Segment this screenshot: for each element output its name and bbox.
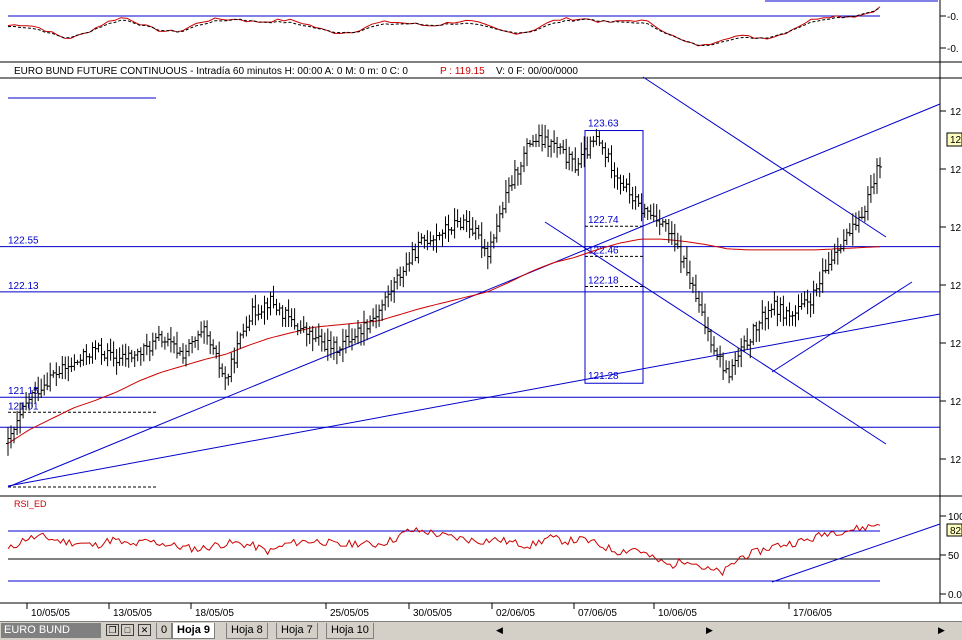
- price-axis-label: 12: [950, 165, 962, 176]
- date-axis-label: 30/05/05: [413, 608, 452, 619]
- date-axis: 10/05/05 13/05/05 18/05/05 25/05/05 30/05/05…: [26, 603, 832, 619]
- rsi-panel: RSI_ED 100 50 0.0 82: [7, 499, 962, 601]
- fibonacci-box: [584, 130, 644, 384]
- last-price-tag-label: 12: [950, 135, 962, 146]
- document-tab[interactable]: EURO BUND: [1, 623, 101, 638]
- price-axis-label: 12: [950, 455, 962, 466]
- scroll-left-arrow[interactable]: ◀: [496, 625, 503, 635]
- date-axis-label: 25/05/05: [330, 608, 369, 619]
- fibonacci-low-label: 121.28: [588, 371, 619, 382]
- close-button[interactable]: ✕: [138, 624, 151, 636]
- date-axis-label: 10/05/05: [31, 608, 70, 619]
- sheet-tab-hoja-8[interactable]: Hoja 8: [226, 623, 268, 639]
- date-axis-label: 17/06/05: [793, 608, 832, 619]
- rsi-trendline: [771, 523, 941, 583]
- level-label: 122.55: [8, 236, 39, 247]
- scroll-end-arrow[interactable]: ▶: [938, 625, 945, 635]
- fibonacci-level-label: 122.74: [588, 215, 619, 226]
- trendline: [771, 281, 913, 373]
- rsi-axis-label: 100: [948, 512, 962, 523]
- volume-date-readout: V: 0 F: 00/00/0000: [496, 66, 578, 77]
- scroll-right-arrow[interactable]: ▶: [706, 625, 713, 635]
- trendline: [642, 76, 887, 238]
- oscillator-panel: -0. -0.: [7, 0, 959, 55]
- level-label: 122.13: [8, 281, 39, 292]
- sheet-tab-0[interactable]: 0: [156, 623, 173, 639]
- rsi-axis-label: 0.0: [948, 590, 962, 601]
- last-price-tag: [946, 132, 962, 147]
- price-axis-label: 12: [950, 397, 962, 408]
- chart-title: EURO BUND FUTURE CONTINUOUS - Intradía 6…: [14, 66, 408, 77]
- rsi-line: [7, 523, 881, 577]
- chart-canvas: EURO BUND FUTURE CONTINUOUS - Intradía 6…: [0, 0, 962, 621]
- price-axis-label: 12: [950, 339, 962, 350]
- fibonacci-level-label: 122.18: [588, 275, 619, 286]
- trendline: [544, 221, 887, 445]
- trendline: [7, 313, 941, 487]
- oscillator-tick-label: -0.: [947, 44, 959, 55]
- date-axis-label: 13/05/05: [113, 608, 152, 619]
- rsi-title: RSI_ED: [14, 499, 47, 509]
- rsi-last-value-label: 82: [950, 526, 962, 537]
- sheet-tab-hoja-7[interactable]: Hoja 7: [276, 623, 318, 639]
- sheet-tab-bar: EURO BUND ❐ □ ✕ 0 Hoja 9 Hoja 8 Hoja 7 H…: [0, 621, 962, 640]
- sheet-tab-hoja-10[interactable]: Hoja 10: [326, 623, 374, 639]
- level-label: 121.15: [8, 386, 39, 397]
- oscillator-signal-line: [7, 7, 881, 47]
- date-axis-label: 18/05/05: [195, 608, 234, 619]
- maximize-button[interactable]: □: [121, 624, 134, 636]
- fibonacci-level-label: 122.46: [588, 245, 619, 256]
- price-panel: 122.55122.13121.15121.01123.63121.28122.…: [0, 76, 962, 488]
- rsi-last-value-tag: [946, 523, 962, 537]
- moving-average-line: [7, 238, 881, 444]
- rsi-axis-label: 50: [948, 551, 960, 562]
- date-axis-label: 02/06/05: [496, 608, 535, 619]
- sheet-tab-hoja-9[interactable]: Hoja 9: [172, 623, 216, 639]
- price-axis-label: 12: [950, 223, 962, 234]
- oscillator-tick-label: -0.: [947, 12, 959, 23]
- price-axis-label: 12: [950, 281, 962, 292]
- date-axis-label: 07/06/05: [578, 608, 617, 619]
- price-axis-label: 12: [950, 107, 962, 118]
- restore-button[interactable]: ❐: [106, 624, 119, 636]
- fibonacci-high-label: 123.63: [588, 119, 619, 130]
- date-axis-label: 10/06/05: [658, 608, 697, 619]
- price-readout: P : 119.15: [440, 66, 485, 77]
